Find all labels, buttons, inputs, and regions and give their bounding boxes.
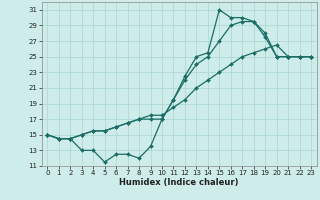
X-axis label: Humidex (Indice chaleur): Humidex (Indice chaleur) (119, 178, 239, 187)
